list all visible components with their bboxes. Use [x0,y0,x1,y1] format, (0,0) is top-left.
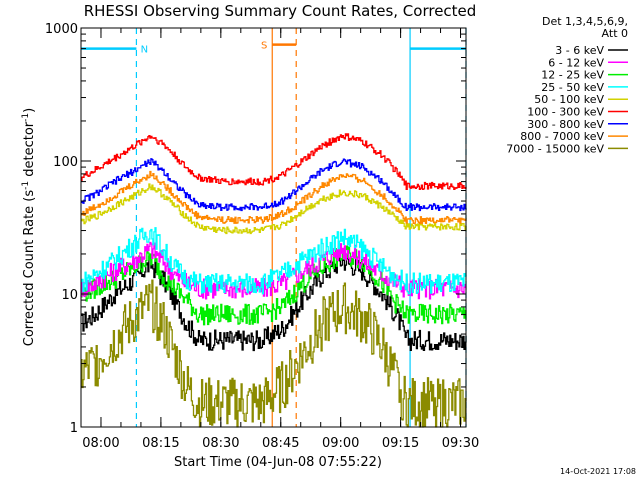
y-axis-title-mid: detector [22,121,37,181]
x-tick-label: 08:45 [262,436,299,451]
series-line-9 [81,279,467,428]
legend-label: 300 - 800 keV [527,118,604,131]
y-axis-title: Corrected Count Rate (s-1 detector-1) [21,108,37,346]
series-line-4 [81,227,467,295]
legend-label: 25 - 50 keV [541,81,604,94]
legend-label: 3 - 6 keV [555,44,604,57]
x-axis-title: Start Time (04-Jun-08 07:55:22) [174,455,382,470]
y-tick-label: 10 [61,288,78,303]
y-axis-title-sup2: -1 [21,113,31,122]
y-tick-label: 100 [53,155,78,170]
legend-label: 50 - 100 keV [534,93,604,106]
x-tick-label: 09:00 [322,436,359,451]
x-tick-label: 08:15 [142,436,179,451]
x-tick-label: 09:30 [442,436,479,451]
y-tick-label: 1000 [45,22,78,37]
axes-layer: 1 10 100 1000 08:00 08:15 08:30 08:45 09:00 09:15… [45,22,479,451]
series-line-8 [81,170,467,225]
series-line-3 [81,245,467,326]
generated-timestamp: 14-Oct-2021 17:08 [560,467,636,476]
series-line-1 [81,253,467,352]
y-axis-title-sup1: -1 [21,181,31,190]
flag-label-n: N [141,45,148,56]
y-axis-title-main: Corrected Count Rate (s [22,190,37,347]
legend-label: 100 - 300 keV [527,106,604,119]
legend-header-1: Det 1,3,4,5,6,9, [542,15,628,28]
legend-label: 6 - 12 keV [548,56,604,69]
series-layer [81,133,467,428]
legend-label: 800 - 7000 keV [520,130,604,143]
series-line-2 [81,240,467,300]
series-line-7 [81,158,467,212]
plot-frame [80,27,467,428]
x-tick-label: 08:30 [202,436,239,451]
flag-label-s: S [261,41,267,52]
x-tick-label: 08:00 [82,436,119,451]
y-tick-label: 1 [70,421,78,436]
chart-title: RHESSI Observing Summary Count Rates, Co… [84,2,477,20]
series-line-5 [81,183,467,235]
x-tick-label: 09:15 [382,436,419,451]
legend-header-2: Att 0 [602,27,628,40]
legend-label: 12 - 25 keV [541,69,604,82]
legend-label: 7000 - 15000 keV [506,142,604,155]
series-line-6 [81,133,467,190]
y-axis-title-end: ) [22,108,37,113]
